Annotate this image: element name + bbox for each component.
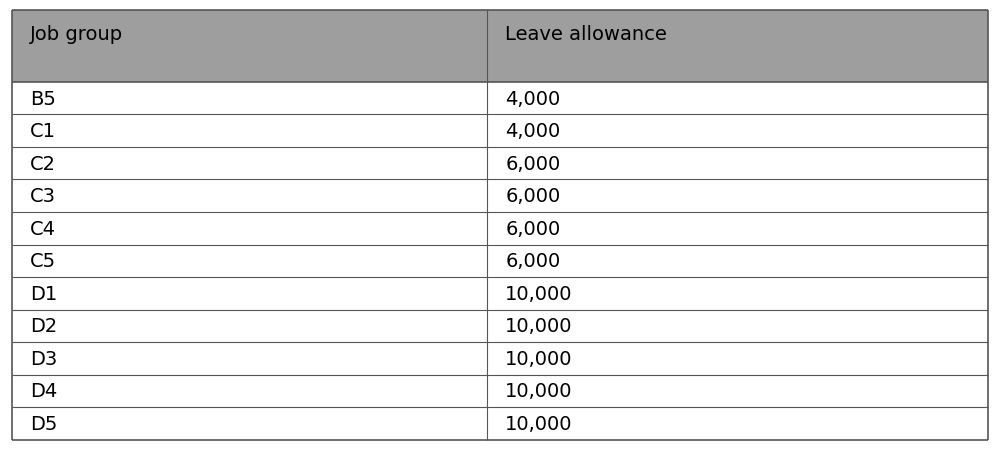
Text: D4: D4 <box>30 382 57 400</box>
Text: D2: D2 <box>30 317 57 336</box>
Text: Job group: Job group <box>30 25 123 44</box>
Text: 10,000: 10,000 <box>505 284 573 303</box>
Bar <box>12 212 988 245</box>
Bar <box>12 277 988 310</box>
Text: 10,000: 10,000 <box>505 382 573 400</box>
Bar <box>12 83 988 115</box>
Text: D5: D5 <box>30 414 57 433</box>
Text: 6,000: 6,000 <box>505 219 561 238</box>
Text: C3: C3 <box>30 187 56 206</box>
Text: Leave allowance: Leave allowance <box>505 25 667 44</box>
Text: D3: D3 <box>30 349 57 368</box>
Text: C5: C5 <box>30 252 56 271</box>
Text: B5: B5 <box>30 89 56 108</box>
Text: 6,000: 6,000 <box>505 252 561 271</box>
Bar <box>12 180 988 212</box>
Text: C2: C2 <box>30 154 56 173</box>
Text: 4,000: 4,000 <box>505 122 561 141</box>
Bar <box>12 375 988 407</box>
Bar <box>12 310 988 342</box>
Text: 6,000: 6,000 <box>505 187 561 206</box>
Text: 10,000: 10,000 <box>505 414 573 433</box>
Text: C1: C1 <box>30 122 56 141</box>
Bar <box>12 407 988 440</box>
Bar <box>12 245 988 277</box>
Bar <box>12 342 988 375</box>
Text: 4,000: 4,000 <box>505 89 561 108</box>
Text: 10,000: 10,000 <box>505 349 573 368</box>
Bar <box>12 115 988 147</box>
Text: 10,000: 10,000 <box>505 317 573 336</box>
Bar <box>12 11 988 83</box>
Text: D1: D1 <box>30 284 57 303</box>
Text: C4: C4 <box>30 219 56 238</box>
Text: 6,000: 6,000 <box>505 154 561 173</box>
Bar <box>12 147 988 180</box>
